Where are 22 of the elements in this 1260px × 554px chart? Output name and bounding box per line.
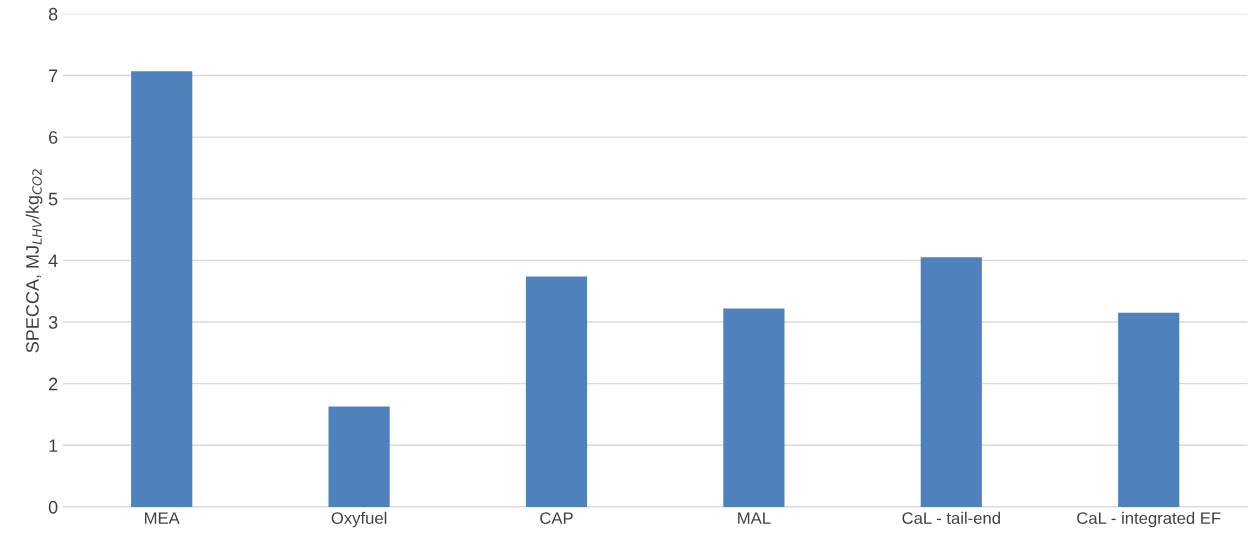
- x-tick-label: CaL - integrated EF: [1077, 511, 1221, 528]
- y-tick-label: 4: [48, 254, 58, 267]
- x-tick-label: MEA: [145, 512, 180, 524]
- y-axis-title: SPECCA, MJ$_{LHV}$/kg$_{CO2}$: [25, 169, 43, 353]
- y-tick-label: 6: [49, 131, 58, 144]
- bar: [1118, 312, 1180, 507]
- bar: [328, 406, 390, 507]
- y-tick-label: 3: [48, 315, 58, 329]
- y-tick-label: 8: [48, 7, 58, 21]
- bar: [723, 308, 785, 507]
- bar: [131, 71, 193, 507]
- y-tick-label: 5: [48, 192, 58, 206]
- x-tick-label: Oxyfuel: [331, 511, 387, 528]
- y-tick-label: 1: [49, 439, 58, 452]
- y-tick-label: 7: [49, 69, 58, 83]
- y-tick-label: 2: [49, 377, 58, 391]
- y-tick-label: 0: [48, 500, 58, 514]
- x-tick-label: CaL - tail-end: [902, 511, 1000, 525]
- x-tick-label: CAP: [540, 512, 573, 525]
- bar: [525, 276, 588, 507]
- x-tick-label: MAL: [738, 512, 771, 524]
- bar: [920, 257, 982, 507]
